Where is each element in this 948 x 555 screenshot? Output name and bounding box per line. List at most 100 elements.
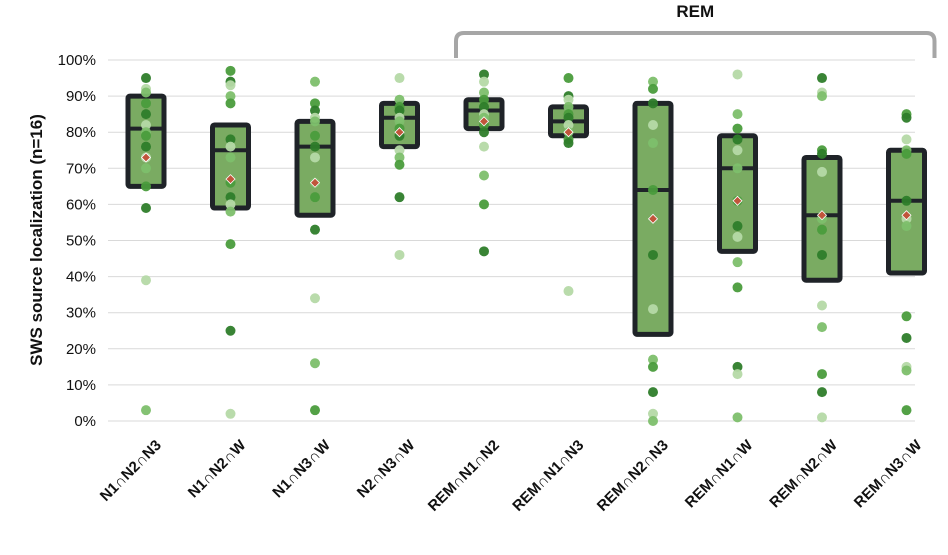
data-point	[563, 119, 574, 130]
data-point	[563, 286, 574, 297]
data-point	[310, 98, 320, 109]
data-point	[310, 405, 320, 416]
data-point	[394, 249, 405, 260]
category-label: REM∩N3∩W	[851, 436, 926, 511]
mean-marker	[732, 195, 743, 206]
data-point	[732, 231, 743, 242]
data-point	[648, 416, 658, 426]
data-point	[817, 322, 827, 333]
data-point	[141, 405, 151, 416]
data-point	[817, 91, 827, 102]
data-point	[479, 199, 489, 210]
mean-marker	[309, 177, 321, 188]
data-point	[648, 249, 658, 260]
data-point	[732, 361, 743, 372]
y-tick-label: 0%	[74, 413, 96, 430]
data-point	[817, 148, 827, 159]
data-point	[817, 224, 827, 235]
y-tick-label: 10%	[66, 377, 96, 394]
data-point	[310, 105, 320, 116]
y-tick-label: 70%	[66, 160, 96, 177]
mean-marker	[225, 174, 236, 185]
data-point	[648, 387, 658, 398]
data-point	[394, 152, 405, 163]
y-tick-label: 50%	[66, 233, 96, 250]
data-point	[394, 94, 405, 105]
data-point	[901, 365, 912, 376]
data-point	[141, 109, 151, 120]
category-label: REM∩N1∩N3	[509, 437, 587, 515]
data-point	[817, 249, 827, 260]
data-point	[141, 163, 151, 174]
data-point	[141, 87, 151, 98]
data-point	[563, 73, 574, 84]
data-point	[479, 76, 489, 87]
data-point	[648, 408, 658, 419]
mean-marker	[140, 152, 152, 163]
data-point	[817, 412, 827, 423]
data-point	[648, 119, 658, 130]
data-point	[732, 221, 743, 232]
mean-marker	[563, 127, 574, 138]
data-point	[563, 94, 574, 105]
data-point	[732, 123, 743, 134]
data-point	[479, 87, 489, 98]
data-point	[310, 116, 320, 127]
y-tick-label: 80%	[66, 124, 96, 141]
data-point	[648, 98, 658, 109]
data-point	[225, 98, 236, 109]
data-point	[310, 224, 320, 235]
data-point	[479, 94, 489, 105]
data-point	[479, 170, 489, 181]
category-label: N1∩N2∩N3	[97, 437, 165, 505]
data-point	[648, 354, 658, 365]
data-point	[817, 369, 827, 380]
data-point	[732, 145, 743, 156]
data-point	[141, 203, 151, 214]
data-point	[394, 192, 405, 203]
data-point	[310, 152, 320, 163]
data-point	[479, 141, 489, 152]
category-label: N1∩N2∩W	[185, 436, 250, 501]
data-point	[394, 145, 405, 156]
data-point	[901, 134, 912, 145]
data-point	[310, 141, 320, 152]
data-point	[141, 141, 151, 152]
data-point	[225, 134, 236, 145]
y-tick-label: 60%	[66, 196, 96, 213]
rem-bracket: REM	[454, 2, 937, 58]
category-label: REM∩N2∩W	[766, 436, 841, 511]
data-point	[225, 91, 236, 102]
y-tick-label: 100%	[58, 52, 96, 69]
data-point	[310, 192, 320, 203]
data-point	[901, 112, 912, 123]
mean-marker	[394, 127, 405, 138]
data-point	[648, 361, 658, 372]
data-point	[817, 166, 827, 177]
mean-marker	[647, 213, 659, 224]
data-point	[901, 405, 912, 416]
data-point	[141, 98, 151, 109]
data-point	[479, 101, 489, 112]
data-point	[563, 101, 574, 112]
rem-bracket-label: REM	[676, 2, 714, 21]
category-label: N2∩N3∩W	[354, 436, 419, 501]
data-point	[141, 275, 151, 286]
data-point	[479, 246, 489, 257]
data-points	[140, 65, 912, 426]
y-tick-label: 40%	[66, 269, 96, 286]
data-point	[479, 69, 489, 80]
data-point	[141, 181, 151, 192]
category-label: N1∩N3∩W	[269, 436, 334, 501]
data-point	[394, 73, 405, 84]
data-point	[648, 76, 658, 87]
mean-marker	[478, 116, 490, 127]
data-point	[141, 130, 151, 141]
data-point	[310, 293, 320, 304]
y-axis-title: SWS source localization (n=16)	[27, 114, 46, 366]
data-point	[225, 206, 236, 217]
data-point	[225, 80, 236, 91]
data-point	[648, 138, 658, 149]
data-point	[732, 369, 743, 380]
data-point	[479, 127, 489, 138]
